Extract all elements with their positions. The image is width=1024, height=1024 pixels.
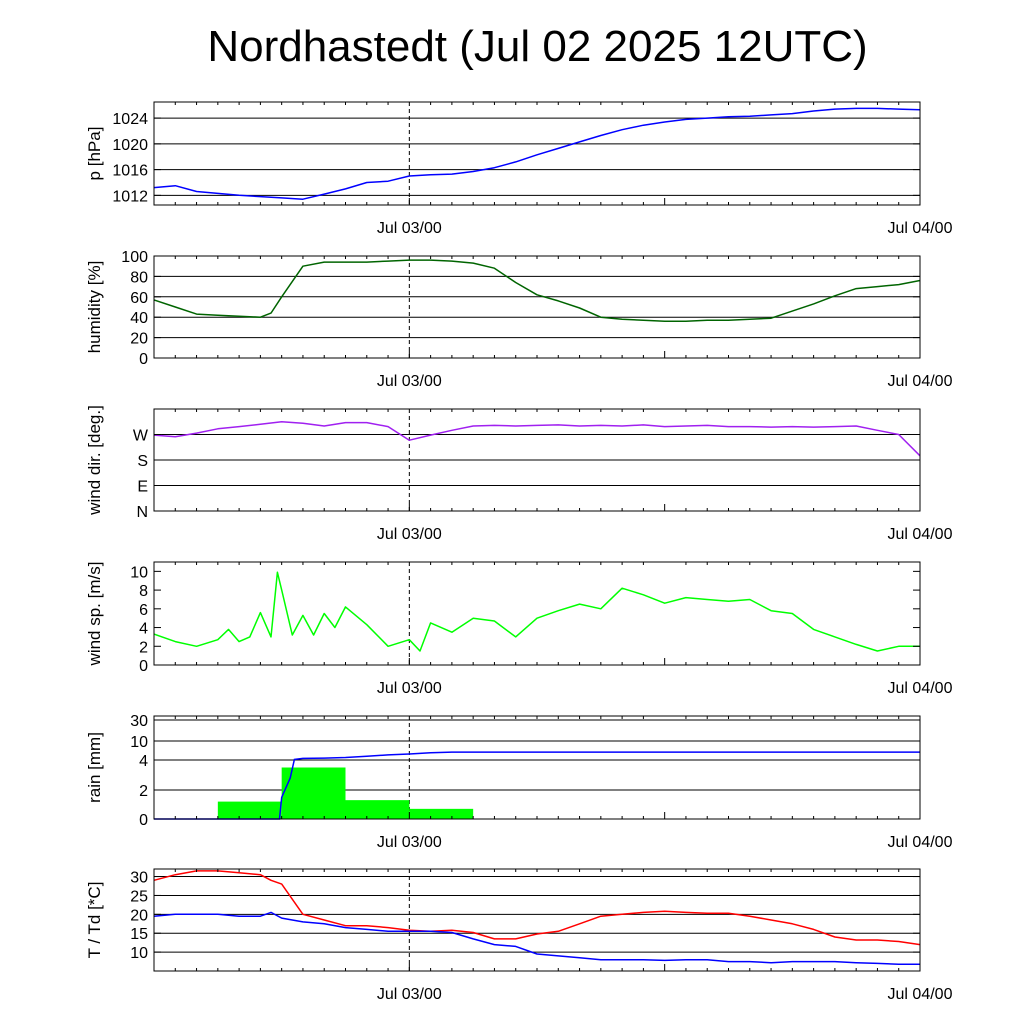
x-tick-label: Jul 04/00 bbox=[888, 373, 953, 390]
x-tick-label: Jul 04/00 bbox=[888, 526, 953, 543]
panel-frame bbox=[153, 868, 921, 972]
y-axis-label: wind sp. [m/s] bbox=[85, 562, 104, 667]
panel-1: 0 20 40 60 80 100 humidity [%] Jul 03/00 Jul 04/… bbox=[85, 249, 953, 390]
chart-title: Nordhastedt (Jul 02 2025 12UTC) bbox=[207, 22, 868, 71]
y-tick-label: 20 bbox=[130, 331, 148, 348]
y-tick-label: 1016 bbox=[112, 163, 148, 180]
y-tick-label: 10 bbox=[130, 734, 148, 751]
x-tick-label: Jul 04/00 bbox=[888, 834, 953, 851]
series-line-wind_speed bbox=[153, 571, 920, 652]
y-tick-label: 30 bbox=[130, 870, 148, 887]
series-line-pressure bbox=[153, 107, 921, 200]
y-axis-label: rain [mm] bbox=[85, 732, 104, 803]
y-tick-label: 40 bbox=[130, 310, 148, 327]
y-tick-label: 15 bbox=[130, 926, 148, 943]
y-tick-label: E bbox=[137, 479, 148, 496]
panel-frame bbox=[153, 561, 921, 666]
series-line-temperature bbox=[153, 870, 921, 946]
series-line-wind_dir bbox=[153, 421, 921, 457]
rain-bar bbox=[345, 800, 410, 819]
y-tick-label: 10 bbox=[130, 564, 148, 581]
x-tick-label: Jul 03/00 bbox=[377, 373, 442, 390]
y-tick-label: 4 bbox=[139, 621, 148, 638]
y-tick-label: 1020 bbox=[112, 137, 148, 154]
rain-bar bbox=[217, 801, 282, 819]
y-tick-label: 100 bbox=[121, 249, 148, 266]
y-tick-label: 20 bbox=[130, 907, 148, 924]
y-tick-label: N bbox=[136, 504, 148, 521]
y-tick-label: W bbox=[133, 428, 149, 445]
series-line-humidity bbox=[153, 259, 921, 323]
y-axis-label: humidity [%] bbox=[85, 261, 104, 354]
x-tick-label: Jul 04/00 bbox=[888, 220, 953, 237]
x-tick-label: Jul 04/00 bbox=[888, 680, 953, 697]
y-tick-label: 8 bbox=[139, 583, 148, 600]
y-tick-label: 25 bbox=[130, 888, 148, 905]
x-tick-label: Jul 03/00 bbox=[377, 220, 442, 237]
rain-bar bbox=[409, 808, 474, 819]
y-tick-label: 2 bbox=[139, 639, 148, 656]
series-line-dewpoint bbox=[153, 911, 920, 965]
y-tick-label: 6 bbox=[139, 602, 148, 619]
y-tick-label: 1012 bbox=[112, 188, 148, 205]
y-axis-label: T / Td [*C] bbox=[85, 882, 104, 959]
y-axis-label: wind dir. [deg.] bbox=[85, 405, 104, 516]
panel-3: 0 24 6 8 10 wind sp. [m/s] Jul 03/00 Jul 04/00 bbox=[85, 561, 953, 697]
x-tick-label: Jul 03/00 bbox=[377, 526, 442, 543]
y-tick-label: 4 bbox=[139, 753, 148, 770]
panel-0: 1012 1016 1020 1024 p [hPa] Jul 03/00 Jul 04/0… bbox=[85, 101, 953, 237]
x-tick-label: Jul 03/00 bbox=[377, 834, 442, 851]
x-tick-label: Jul 04/00 bbox=[888, 986, 953, 1003]
y-tick-label: 30 bbox=[130, 713, 148, 730]
rain-accumulated-line bbox=[154, 751, 920, 820]
y-tick-label: 80 bbox=[130, 269, 148, 286]
y-axis-label: p [hPa] bbox=[85, 127, 104, 181]
panel-frame bbox=[153, 101, 921, 206]
y-tick-label: S bbox=[137, 453, 148, 470]
y-tick-label: 2 bbox=[139, 783, 148, 800]
x-tick-label: Jul 03/00 bbox=[377, 986, 442, 1003]
panel-4: 0 2 4 10 30 rain [mm] Jul 03/00 Jul 04/00 bbox=[85, 713, 953, 851]
y-tick-label: 0 bbox=[139, 351, 148, 368]
x-tick-label: Jul 03/00 bbox=[377, 680, 442, 697]
y-tick-label: 0 bbox=[139, 812, 148, 829]
y-tick-label: 10 bbox=[130, 945, 148, 962]
y-tick-label: 1024 bbox=[112, 111, 148, 128]
rain-bar bbox=[281, 767, 346, 819]
y-tick-label: 0 bbox=[139, 658, 148, 675]
y-tick-label: 60 bbox=[130, 290, 148, 307]
